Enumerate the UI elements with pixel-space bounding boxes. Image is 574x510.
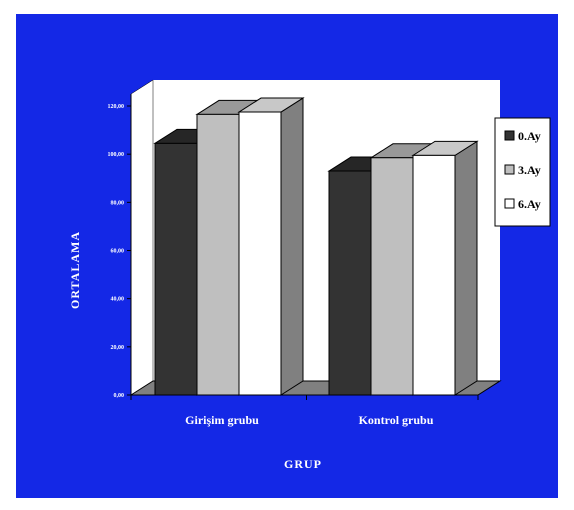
y-tick-label: 60,00: [111, 249, 125, 255]
y-tick-label: 20,00: [111, 345, 125, 351]
legend-label: 0.Ay: [518, 129, 541, 143]
bar-side: [280, 97, 304, 396]
y-tick-label: 40,00: [111, 297, 125, 303]
y-tick-label: 80,00: [111, 200, 125, 206]
bar-6.Ay-Kontrol grubu: [411, 140, 479, 396]
x-category-label: Girişim grubu: [185, 413, 259, 427]
bar-front: [196, 113, 240, 396]
legend-label: 3.Ay: [518, 163, 541, 177]
legend-swatch: [504, 164, 515, 175]
legend-swatch: [504, 130, 515, 141]
y-tick-label: 120,00: [108, 104, 125, 110]
chart-side-wall: [130, 79, 154, 396]
legend-swatch: [504, 198, 515, 209]
legend-box: [494, 117, 551, 227]
y-tick-label: 0,00: [114, 393, 125, 399]
y-tick-label: 100,00: [108, 152, 125, 158]
bar-front: [370, 157, 414, 396]
bar-front: [238, 111, 282, 396]
bar-side: [454, 140, 478, 396]
x-axis-title: GRUP: [284, 457, 322, 471]
x-category-label: Kontrol grubu: [359, 413, 434, 427]
legend-label: 6.Ay: [518, 197, 541, 211]
bar-front: [328, 170, 372, 396]
bar-front: [412, 154, 456, 396]
bar-front: [154, 142, 198, 396]
bar-6.Ay-Girişim grubu: [237, 97, 305, 396]
y-axis-title: ORTALAMA: [68, 231, 82, 309]
